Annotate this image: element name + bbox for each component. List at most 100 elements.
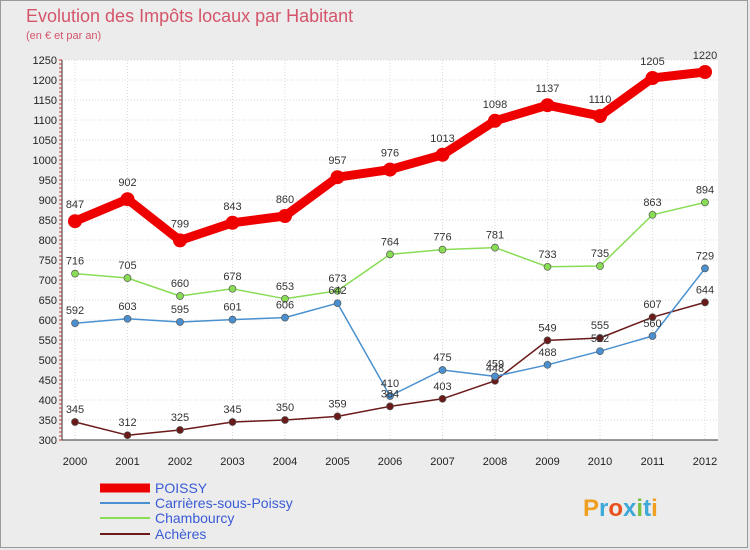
data-label: 606 (276, 300, 294, 312)
logo-letter: i (651, 495, 658, 522)
grid (62, 59, 718, 441)
data-point (543, 262, 552, 271)
data-point (438, 394, 447, 403)
x-tick-label: 2007 (430, 456, 454, 468)
data-label: 522 (591, 333, 609, 345)
y-tick-label: 450 (39, 375, 57, 387)
x-tick-label: 2010 (588, 456, 612, 468)
data-label: 902 (118, 177, 136, 189)
x-tick-label: 2000 (63, 456, 87, 468)
y-tick-label: 1050 (33, 135, 57, 147)
data-point (333, 286, 342, 295)
legend-label: Carrières-sous-Poissy (155, 495, 293, 511)
y-tick-label: 400 (39, 395, 57, 407)
data-label: 799 (171, 218, 189, 230)
y-tick-label: 800 (39, 235, 57, 247)
data-point (438, 366, 447, 374)
data-point (71, 319, 79, 328)
data-label: 555 (591, 320, 609, 332)
x-tick-label: 2005 (325, 456, 349, 468)
data-point (278, 209, 292, 223)
data-labels: 847 902 799 843 860 957 976 1013 1098 1137 1110 120… (66, 50, 717, 429)
x-tick-label: 2004 (273, 456, 297, 468)
data-label: 560 (643, 318, 661, 330)
data-point (333, 299, 342, 308)
y-tick-label: 650 (39, 295, 57, 307)
data-point (701, 264, 709, 273)
data-label: 644 (696, 284, 714, 296)
data-label: 595 (171, 304, 189, 316)
data-point (701, 298, 709, 307)
y-tick-label: 600 (39, 315, 57, 327)
legend-label: Chambourcy (155, 510, 234, 526)
data-label: 607 (643, 299, 661, 311)
data-point (596, 347, 604, 356)
x-tick-label: 2008 (483, 456, 507, 468)
data-label: 660 (171, 278, 189, 290)
x-tick-label: 2009 (535, 456, 559, 468)
data-point (491, 243, 499, 252)
data-point (386, 250, 394, 259)
data-label: 312 (118, 417, 136, 429)
data-label: 359 (328, 398, 346, 410)
data-label: 860 (276, 194, 294, 206)
data-label: 735 (591, 248, 609, 260)
data-point (71, 418, 79, 426)
data-point (543, 336, 552, 345)
data-point (435, 147, 450, 162)
data-label: 345 (66, 404, 84, 416)
data-point (120, 192, 135, 207)
data-point (386, 402, 394, 411)
data-point (645, 71, 660, 85)
y-tick-label: 950 (39, 175, 57, 187)
proxiti-logo: Proxiti (583, 495, 658, 522)
data-label: 843 (223, 201, 241, 213)
chart-title: Evolution des Impôts locaux par Habitant (26, 6, 353, 26)
data-label: 678 (223, 271, 241, 283)
data-point (68, 214, 82, 229)
data-label: 716 (66, 256, 84, 268)
data-label: 957 (328, 155, 346, 167)
data-label: 1220 (693, 50, 717, 62)
data-label: 475 (433, 352, 451, 364)
data-point (488, 113, 502, 128)
legend-label: Achères (155, 526, 206, 542)
data-label: 459 (486, 358, 504, 370)
data-label: 1137 (536, 83, 560, 95)
data-label: 1205 (640, 56, 664, 68)
x-tick-label: 2006 (378, 456, 402, 468)
y-tick-label: 550 (39, 335, 57, 347)
data-label: 673 (328, 273, 346, 285)
data-label: 345 (223, 404, 241, 416)
data-point (330, 170, 345, 185)
data-label: 410 (381, 378, 399, 390)
axes: 300 350 400 450 500 550 600 650 700 750 800 850 900 9… (33, 55, 718, 468)
y-tick-label: 1200 (33, 75, 57, 87)
logo-letter: x (623, 495, 637, 522)
y-tick-label: 350 (39, 415, 57, 427)
data-label: 592 (66, 305, 84, 317)
data-point (123, 274, 132, 282)
data-label: 601 (223, 302, 241, 314)
data-label: 729 (696, 250, 714, 262)
x-tick-label: 2002 (168, 456, 192, 468)
data-label: 403 (433, 381, 451, 393)
x-tick-label: 2012 (693, 456, 717, 468)
y-tick-label: 700 (39, 275, 57, 287)
data-point (71, 269, 79, 278)
data-point (228, 418, 237, 426)
legend: POISSYCarrières-sous-PoissyChambourcyAch… (100, 480, 293, 542)
data-label: 325 (171, 412, 189, 424)
data-point (438, 245, 447, 254)
data-point (176, 318, 184, 326)
y-tick-label: 300 (39, 435, 57, 447)
logo-letter: r (599, 495, 608, 522)
data-label: 642 (328, 285, 346, 297)
data-point (701, 198, 709, 207)
data-point (281, 313, 289, 322)
y-tick-label: 900 (39, 195, 57, 207)
data-label: 764 (381, 236, 399, 248)
data-label: 488 (538, 347, 556, 359)
y-tick-label: 1150 (33, 95, 57, 107)
